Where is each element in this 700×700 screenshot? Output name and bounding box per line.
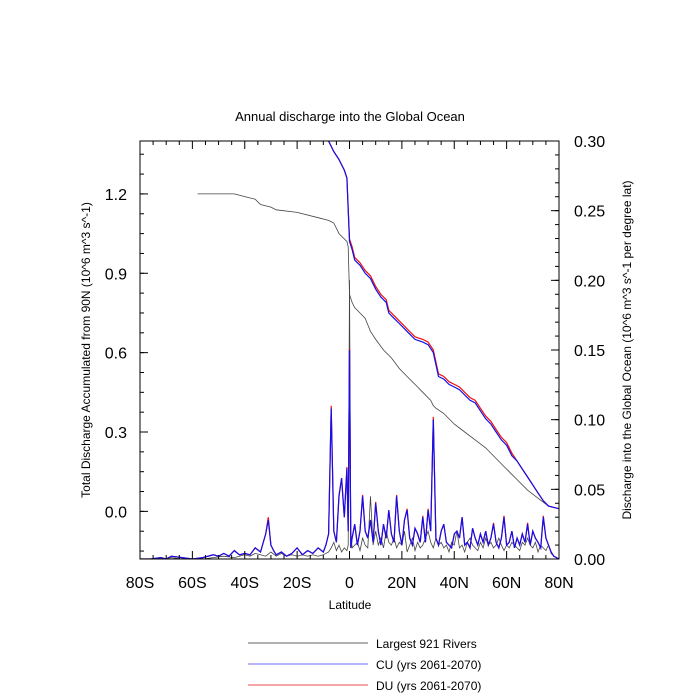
x-tick-label: 20S: [283, 575, 311, 592]
x-tick-label: 80S: [126, 575, 154, 592]
x-tick-label: 20N: [387, 575, 416, 592]
x-tick-label: 60S: [178, 575, 206, 592]
y-left-tick-label: 1.2: [105, 187, 127, 204]
y-left-tick-label: 0.9: [105, 266, 127, 283]
tick-layer: 80S 60S 40S 20S 0 20N 40N 60N 80N 0.0 0.3 0.6 0.9 1.2…: [105, 134, 605, 592]
series-line-3: [140, 280, 559, 559]
y-axis-label-left: Total Discharge Accumulated from 90N (10…: [79, 202, 93, 498]
series-layer: [140, 141, 559, 559]
y-right-tick-label: 0.00: [574, 552, 605, 569]
y-right-tick-label: 0.20: [574, 273, 605, 290]
x-tick-label: 40N: [440, 575, 469, 592]
legend-label: DU (yrs 2061-2070): [376, 679, 481, 693]
y-right-tick-label: 0.15: [574, 343, 605, 360]
x-axis-label: Latitude: [329, 598, 372, 612]
y-right-tick-label: 0.30: [574, 134, 605, 151]
y-right-tick-label: 0.05: [574, 482, 605, 499]
y-left-tick-label: 0.3: [105, 425, 127, 442]
series-line-4: [140, 349, 559, 559]
y-left-tick-label: 0.0: [105, 504, 127, 521]
y-right-tick-label: 0.25: [574, 204, 605, 221]
x-tick-label: 0: [345, 575, 354, 592]
legend-label: Largest 921 Rivers: [376, 637, 477, 651]
series-line-1: [328, 141, 559, 510]
x-tick-label: 40S: [231, 575, 259, 592]
series-line-0: [197, 193, 559, 510]
y-right-tick-label: 0.10: [574, 413, 605, 430]
series-line-2: [328, 141, 559, 510]
legend-label: CU (yrs 2061-2070): [376, 658, 481, 672]
y-axis-label-right: Discharge into the Global Ocean (10^6 m^…: [620, 180, 634, 519]
chart-title: Annual discharge into the Global Ocean: [235, 109, 465, 124]
x-tick-label: 60N: [492, 575, 521, 592]
y-left-tick-label: 0.6: [105, 346, 127, 363]
legend: Largest 921 Rivers CU (yrs 2061-2070) DU (…: [248, 637, 481, 693]
x-tick-label: 80N: [544, 575, 573, 592]
plot-frame: [139, 140, 560, 560]
